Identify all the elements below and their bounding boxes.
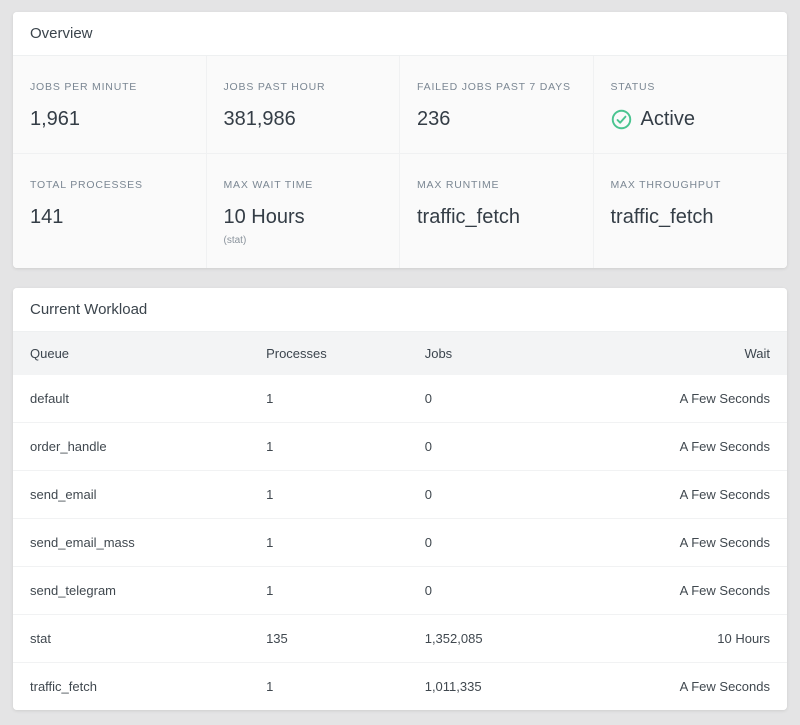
stat-value: traffic_fetch — [417, 206, 576, 229]
stat-value-text: traffic_fetch — [417, 206, 521, 228]
table-cell: 1,352,085 — [407, 614, 625, 663]
stat-value: 1,961 — [30, 108, 189, 131]
stat-value: 141 — [30, 206, 189, 229]
table-cell: 1 — [249, 470, 408, 519]
table-cell: send_email — [13, 470, 250, 519]
table-cell: default — [13, 375, 250, 423]
table-cell: send_email_mass — [13, 518, 250, 567]
stat-value: traffic_fetch — [611, 206, 771, 229]
table-cell: 1 — [249, 566, 408, 615]
stat-value-text: 141 — [30, 206, 64, 228]
stat-cell: STATUS Active — [593, 56, 787, 154]
table-cell: 0 — [407, 566, 625, 615]
workload-table-body: default 1 0 A Few Seconds order_handle 1 0 A Fe… — [13, 375, 787, 710]
stat-label: JOBS PAST HOUR — [223, 81, 326, 93]
table-row: default 1 0 A Few Seconds — [13, 375, 787, 423]
stat-label: TOTAL PROCESSES — [30, 179, 143, 191]
table-cell: A Few Seconds — [624, 518, 787, 567]
stat-cell: MAX WAIT TIME 10 Hours (stat) — [207, 154, 400, 268]
table-cell: 135 — [249, 614, 408, 663]
overview-panel: Overview JOBS PER MINUTE 1,961 JOBS PAST… — [13, 12, 787, 268]
stat-value-text: 1,961 — [30, 108, 81, 130]
table-cell: 0 — [407, 422, 625, 471]
stat-sub-label: (stat) — [223, 235, 247, 246]
workload-column-header: Wait — [624, 332, 787, 375]
table-cell: 0 — [407, 375, 625, 423]
stat-cell: MAX THROUGHPUT traffic_fetch — [594, 154, 788, 268]
stat-value: 236 — [417, 108, 576, 131]
table-cell: stat — [13, 614, 250, 663]
table-row: traffic_fetch 1 1,011,335 A Few Seconds — [13, 662, 787, 710]
overview-stats-grid: JOBS PER MINUTE 1,961 JOBS PAST HOUR 381… — [13, 56, 787, 268]
stat-cell: JOBS PER MINUTE 1,961 — [13, 56, 207, 154]
table-cell: A Few Seconds — [624, 422, 787, 471]
overview-panel-title: Overview — [13, 12, 787, 56]
workload-column-header: Queue — [13, 332, 250, 375]
stat-cell: TOTAL PROCESSES 141 — [13, 154, 207, 268]
check-circle-icon — [611, 109, 632, 130]
stat-value-text: traffic_fetch — [610, 206, 714, 228]
stat-value-text: 236 — [417, 108, 451, 130]
table-cell: 1 — [249, 375, 408, 423]
table-cell: A Few Seconds — [624, 662, 787, 710]
table-cell: 1 — [249, 662, 408, 710]
table-cell: A Few Seconds — [624, 470, 787, 519]
stat-label: JOBS PER MINUTE — [30, 81, 138, 93]
stat-value-text: 381,986 — [223, 108, 296, 130]
table-cell: A Few Seconds — [624, 375, 787, 423]
table-row: stat 135 1,352,085 10 Hours — [13, 614, 787, 663]
stat-value: 10 Hours — [224, 206, 383, 229]
stat-label: MAX WAIT TIME — [223, 179, 314, 191]
stat-cell: MAX RUNTIME traffic_fetch — [400, 154, 594, 268]
table-cell: 1 — [249, 518, 408, 567]
table-cell: order_handle — [13, 422, 250, 471]
table-cell: 0 — [407, 518, 625, 567]
table-cell: 0 — [407, 470, 625, 519]
table-row: send_email_mass 1 0 A Few Seconds — [13, 518, 787, 567]
workload-table-header-row: Queue Processes Jobs Wait — [13, 332, 787, 375]
stat-value-text: Active — [640, 108, 695, 130]
table-cell: send_telegram — [13, 566, 250, 615]
table-cell: 1,011,335 — [407, 662, 625, 710]
stat-value: 381,986 — [224, 108, 383, 131]
table-row: send_telegram 1 0 A Few Seconds — [13, 566, 787, 615]
table-cell: 1 — [249, 422, 408, 471]
stat-cell: FAILED JOBS PAST 7 DAYS 236 — [400, 56, 594, 154]
table-row: send_email 1 0 A Few Seconds — [13, 470, 787, 519]
stat-label: MAX THROUGHPUT — [610, 179, 722, 191]
stat-value: Active — [611, 108, 771, 131]
table-row: order_handle 1 0 A Few Seconds — [13, 422, 787, 471]
table-cell: 10 Hours — [624, 614, 787, 663]
workload-table: Queue Processes Jobs Wait default 1 0 A Few Se… — [13, 332, 787, 710]
stat-value-text: 10 Hours — [223, 206, 305, 228]
workload-column-header: Processes — [249, 332, 408, 375]
table-cell: A Few Seconds — [624, 566, 787, 615]
stat-label: FAILED JOBS PAST 7 DAYS — [417, 81, 571, 93]
stat-label: MAX RUNTIME — [417, 179, 500, 191]
stat-cell: JOBS PAST HOUR 381,986 — [206, 56, 400, 154]
table-cell: traffic_fetch — [13, 662, 250, 710]
current-workload-title: Current Workload — [13, 288, 787, 332]
current-workload-panel: Current Workload Queue Processes Jobs Wait … — [13, 288, 787, 710]
workload-column-header: Jobs — [407, 332, 625, 375]
stat-label: STATUS — [610, 81, 656, 93]
